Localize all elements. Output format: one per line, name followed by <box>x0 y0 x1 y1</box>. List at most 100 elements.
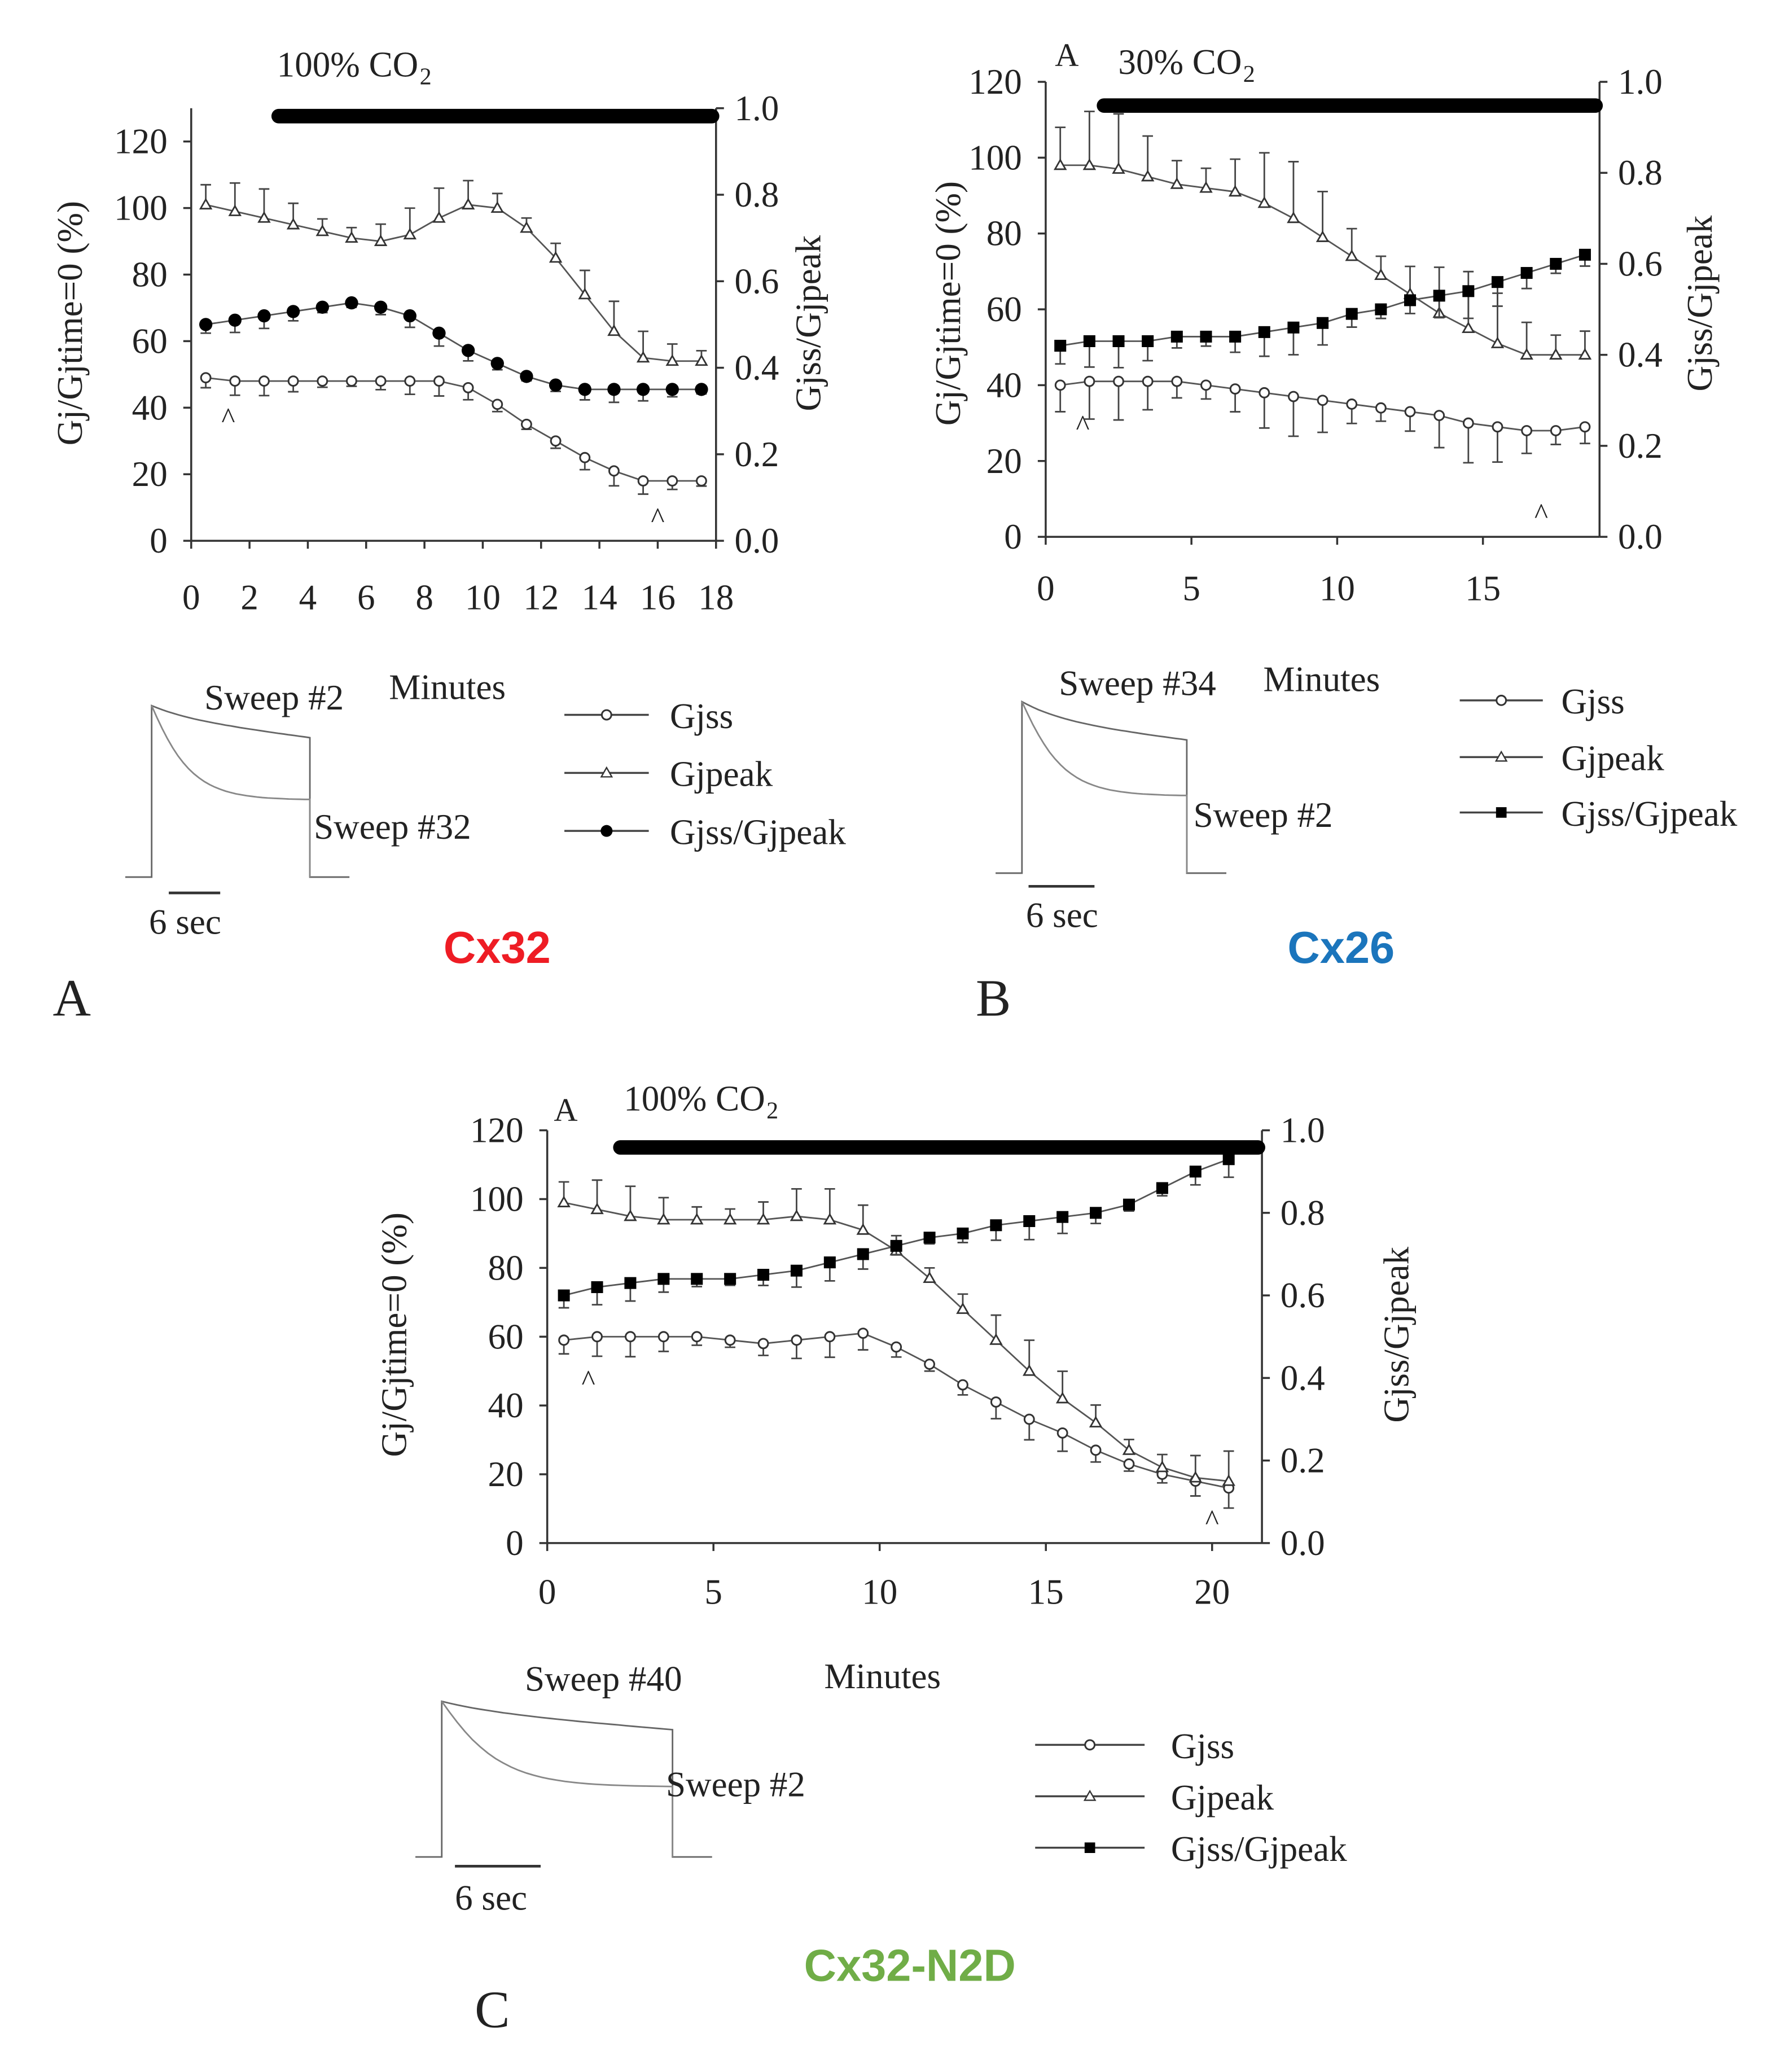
data-point-gjpeak <box>1122 1443 1136 1455</box>
data-point-gjpeak <box>1189 1470 1203 1483</box>
data-point-gjpeak <box>1053 158 1067 170</box>
data-point-gjss-gjpeak <box>345 296 358 310</box>
x-axis-label: Minutes <box>1263 659 1380 699</box>
data-point-gjpeak <box>315 224 330 236</box>
y-tick-label: 100 <box>470 1179 524 1219</box>
data-point-gjss <box>1054 379 1066 391</box>
data-point-gjss-gjpeak <box>665 383 679 396</box>
legend-label: Gjpeak <box>1171 1778 1274 1817</box>
panel-A: 0 2 4 6 8 10 12 14 16 18 0 20 40 60 80 100 120 0.0 0.2 0.4 0… <box>50 45 846 1028</box>
x-tick-label: 0 <box>182 578 200 617</box>
data-point-gjpeak <box>823 1212 837 1225</box>
trace-lower <box>441 1701 674 1858</box>
x-tick-label: 0 <box>1037 568 1055 608</box>
legend-marker-triangle <box>600 766 613 778</box>
data-point-gjss <box>492 398 503 410</box>
y-tick-label: 40 <box>986 365 1022 405</box>
data-point-gjss <box>591 1331 603 1343</box>
series-line-gjpeak <box>205 204 701 362</box>
y2-tick-label: 0.2 <box>1618 426 1663 466</box>
data-point-gjpeak <box>989 1333 1003 1345</box>
data-point-gjss-gjpeak <box>286 305 300 318</box>
data-point-gjss <box>637 475 649 487</box>
data-point-gjpeak <box>1462 321 1475 334</box>
treatment-subscript: 2 <box>766 1098 778 1124</box>
data-point-gjss-gjpeak <box>1023 1215 1036 1227</box>
y-tick-label: 60 <box>132 321 168 361</box>
treatment-label: 100% CO <box>624 1079 765 1119</box>
data-point-gjss <box>1404 406 1416 418</box>
data-point-gjpeak <box>1316 230 1330 242</box>
inner-panel-letter: A <box>1055 37 1078 73</box>
data-point-gjss-gjpeak <box>1462 285 1475 297</box>
data-point-gjss <box>550 435 562 447</box>
y2-tick-label: 0.2 <box>734 435 779 474</box>
data-point-gjss <box>404 375 416 387</box>
data-point-gjss <box>287 375 299 387</box>
data-point-gjss <box>891 1341 902 1353</box>
data-point-gjss-gjpeak <box>1345 308 1358 320</box>
inner-panel-letter: A <box>554 1092 577 1128</box>
treatment-subscript: 2 <box>1243 62 1255 87</box>
data-point-gjss <box>229 375 241 387</box>
data-point-gjss-gjpeak <box>636 383 650 396</box>
y-tick-label: 80 <box>488 1248 524 1287</box>
data-point-gjss-gjpeak <box>1579 248 1591 261</box>
data-point-gjss <box>200 372 212 384</box>
y-tick-label: 60 <box>986 290 1022 329</box>
data-point-gjss <box>625 1331 636 1343</box>
x-tick-label: 15 <box>1465 568 1501 608</box>
data-point-gjpeak <box>695 354 708 366</box>
data-point-gjss-gjpeak <box>578 383 591 396</box>
data-point-gjss-gjpeak <box>1056 1211 1069 1223</box>
data-point-gjpeak <box>856 1223 870 1235</box>
data-point-gjpeak <box>286 217 300 230</box>
trace-lower <box>151 705 311 877</box>
treatment-label: 100% CO <box>277 45 419 85</box>
y-axis-label: Gj/Gjtime=0 (%) <box>928 181 968 426</box>
x-tick-label: 20 <box>1194 1572 1230 1611</box>
data-point-gjss <box>1259 387 1270 398</box>
data-point-gjss <box>724 1334 736 1346</box>
scale-bar-label: 6 sec <box>149 902 221 941</box>
data-point-gjss-gjpeak <box>624 1277 637 1289</box>
current-trace-inset: Sweep #34 Sweep #2 6 sec <box>996 663 1333 935</box>
series-line-gjss <box>205 376 701 482</box>
data-point-gjss <box>1200 379 1212 391</box>
data-point-gjpeak <box>1257 196 1271 208</box>
legend-label: Gjss <box>1561 682 1624 721</box>
data-point-gjss <box>1521 425 1533 436</box>
x-tick-label: 8 <box>415 578 433 617</box>
sweep-marker-caret: ^ <box>1205 1505 1219 1537</box>
data-point-gjss <box>857 1328 869 1339</box>
data-point-gjpeak <box>490 201 505 213</box>
data-point-gjpeak <box>557 1195 571 1207</box>
y-tick-label: 40 <box>132 388 168 427</box>
data-point-gjss-gjpeak <box>490 357 504 370</box>
data-point-gjss-gjpeak <box>607 383 621 396</box>
data-point-gjss-gjpeak <box>228 313 242 327</box>
y2-tick-label: 0.2 <box>1281 1441 1325 1480</box>
scale-bar-label: 6 sec <box>1026 896 1098 935</box>
y-axis-label: Gj/Gjtime=0 (%) <box>375 1212 414 1457</box>
data-point-gjss-gjpeak <box>1083 335 1095 347</box>
data-point-gjss-gjpeak <box>757 1269 770 1281</box>
legend-label: Gjss/Gjpeak <box>1561 794 1737 834</box>
legend-label: Gjss <box>1171 1727 1234 1766</box>
y-tick-label: 100 <box>114 189 168 228</box>
data-point-gjss-gjpeak <box>1054 340 1067 352</box>
data-point-gjss-gjpeak <box>923 1232 936 1244</box>
data-point-gjss-gjpeak <box>857 1248 869 1260</box>
sweep-label-upper: Sweep #40 <box>525 1659 682 1699</box>
data-point-gjss <box>258 375 270 387</box>
data-point-gjss <box>1123 1458 1135 1470</box>
sweep-marker-caret: ^ <box>582 1365 595 1397</box>
data-point-gjpeak <box>578 287 592 300</box>
legend-marker-circle <box>1084 1739 1096 1751</box>
y2-tick-label: 0.6 <box>734 261 779 301</box>
data-point-gjss <box>1056 1427 1068 1439</box>
data-point-gjpeak <box>1345 249 1358 261</box>
legend-marker-dot <box>600 825 613 837</box>
sweep-marker-caret: ^ <box>1076 410 1090 442</box>
